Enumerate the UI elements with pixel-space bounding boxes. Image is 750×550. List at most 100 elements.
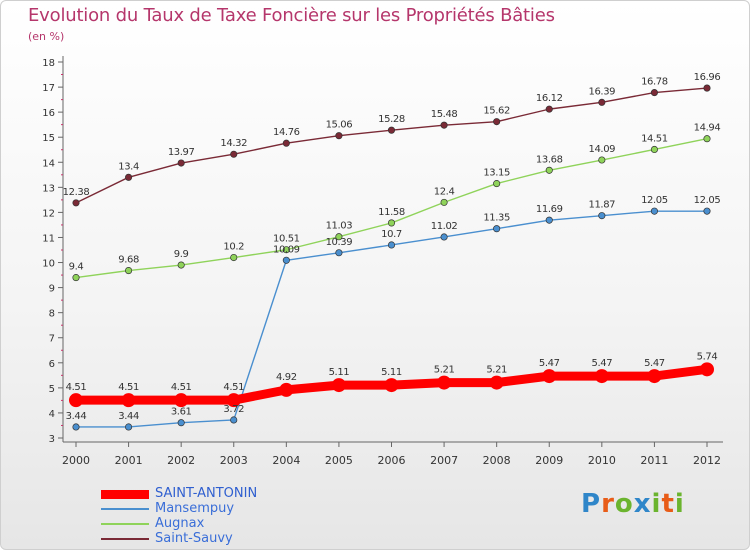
data-point [650, 89, 658, 97]
x-tick-label: 2003 [220, 454, 248, 467]
x-tick-label: 2002 [167, 454, 195, 467]
data-point [282, 139, 290, 147]
data-point [125, 267, 133, 275]
data-label: 13.15 [483, 168, 510, 179]
data-label: 3.44 [66, 411, 87, 422]
legend-item: SAINT-ANTONIN [101, 486, 361, 502]
data-label: 14.94 [694, 123, 721, 134]
data-point [72, 274, 80, 282]
legend-label: Augnax [155, 516, 205, 531]
chart-legend: SAINT-ANTONIN Mansempuy Augnax Saint-Sauvy [101, 486, 361, 547]
data-label: 14.51 [641, 133, 668, 144]
data-point [545, 166, 553, 174]
data-point [650, 207, 658, 215]
data-label: 3.72 [223, 404, 244, 415]
y-tick-label: 9 [49, 284, 55, 295]
data-point [279, 382, 294, 397]
data-point [335, 249, 343, 257]
x-tick-label: 2006 [378, 454, 406, 467]
data-point [437, 375, 452, 390]
data-point [282, 246, 290, 254]
y-tick-label: 11 [42, 233, 55, 244]
data-point [230, 416, 238, 424]
y-tick-label: 14 [42, 158, 55, 169]
data-label: 4.51 [171, 382, 192, 393]
data-label: 12.05 [694, 195, 721, 206]
y-tick-label: 13 [42, 183, 55, 194]
data-label: 13.97 [168, 147, 195, 158]
data-point [335, 233, 343, 241]
data-point [387, 241, 396, 249]
data-point [440, 121, 448, 129]
x-tick-label: 2008 [483, 454, 511, 467]
data-label: 10.7 [381, 229, 402, 240]
data-point [703, 207, 711, 215]
data-point [598, 98, 606, 106]
data-label: 15.28 [378, 114, 405, 125]
data-label: 16.12 [536, 93, 563, 104]
data-point [703, 135, 711, 143]
data-point [594, 369, 609, 384]
data-point [125, 173, 133, 181]
data-point [387, 126, 396, 134]
data-label: 13.68 [536, 154, 563, 165]
data-label: 3.61 [171, 407, 192, 418]
data-point [545, 216, 553, 224]
data-label: 16.96 [694, 72, 721, 83]
data-point [489, 375, 504, 390]
legend-swatch [101, 508, 149, 510]
x-tick-label: 2007 [430, 454, 458, 467]
data-point [331, 378, 346, 393]
y-tick-label: 18 [42, 58, 55, 69]
data-label: 11.03 [326, 221, 353, 232]
data-point [72, 423, 80, 431]
data-label: 15.62 [483, 106, 510, 117]
data-point [69, 393, 83, 408]
data-label: 5.21 [434, 365, 455, 376]
data-point [226, 393, 241, 408]
data-point [545, 105, 553, 113]
data-label: 9.4 [69, 262, 84, 273]
data-label: 4.51 [118, 382, 139, 393]
data-label: 12.38 [63, 187, 90, 198]
data-label: 14.32 [220, 138, 247, 149]
legend-swatch [101, 538, 149, 540]
data-label: 15.06 [326, 120, 353, 131]
data-label: 14.76 [273, 127, 300, 138]
data-label: 9.9 [174, 249, 189, 260]
data-point [230, 253, 238, 262]
data-point [493, 180, 501, 188]
data-point [598, 156, 606, 164]
data-label: 5.47 [644, 358, 665, 369]
data-point [440, 233, 448, 241]
x-tick-label: 2000 [62, 454, 90, 467]
data-label: 5.11 [381, 367, 402, 378]
data-label: 5.11 [329, 367, 350, 378]
x-tick-label: 2010 [588, 454, 616, 467]
y-tick-label: 3 [49, 434, 55, 445]
data-label: 5.47 [539, 358, 560, 369]
data-point [650, 145, 658, 154]
data-label: 10.09 [273, 244, 300, 255]
x-tick-label: 2011 [640, 454, 668, 467]
legend-item: Augnax [101, 516, 361, 532]
data-point [598, 212, 606, 220]
data-label: 3.44 [118, 411, 139, 422]
data-point [440, 198, 448, 206]
data-label: 10.51 [273, 234, 300, 245]
data-point [230, 150, 238, 158]
data-point [125, 423, 133, 431]
data-point [703, 84, 711, 92]
data-label: 11.58 [378, 207, 405, 218]
data-label: 9.68 [118, 255, 139, 266]
data-label: 11.35 [483, 213, 510, 224]
data-label: 4.92 [276, 372, 297, 383]
legend-label: SAINT-ANTONIN [155, 486, 258, 501]
data-point [177, 261, 185, 269]
y-tick-label: 10 [42, 259, 55, 270]
y-tick-label: 12 [42, 208, 55, 219]
data-point [387, 219, 396, 227]
x-tick-label: 2001 [115, 454, 143, 467]
data-label: 15.48 [431, 109, 458, 120]
